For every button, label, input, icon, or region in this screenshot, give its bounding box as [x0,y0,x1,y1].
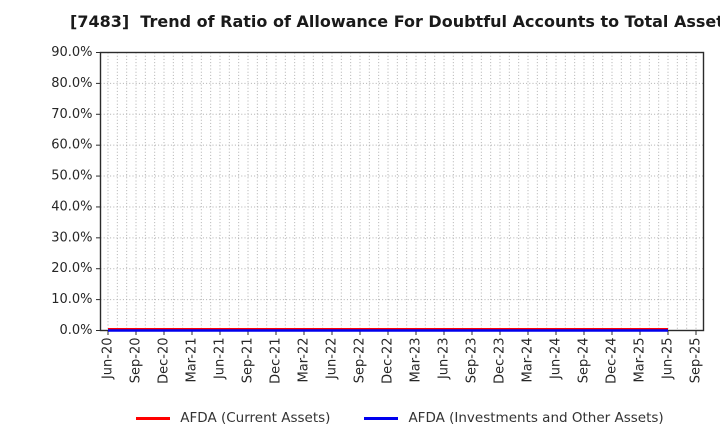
y-tick-label: 0.0% [59,323,92,338]
chart-title: [7483] Trend of Ratio of Allowance For D… [70,12,720,31]
legend-line-blue [364,416,399,420]
x-tick-label: Jun-21 [213,338,228,381]
x-tick-label: Dec-23 [493,338,508,384]
legend-item-afda-current: AFDA (Current Assets) [136,410,330,426]
x-tick-label: Sep-21 [241,338,256,384]
y-tick-label: 60.0% [51,138,92,153]
x-tick-label: Dec-21 [269,338,284,384]
x-tick-label: Sep-25 [689,338,704,384]
x-tick-label: Sep-22 [353,338,368,384]
x-tick-label: Jun-25 [661,338,676,381]
x-tick-label: Jun-24 [549,338,564,381]
y-tick-label: 50.0% [51,169,92,184]
x-tick-label: Jun-22 [325,338,340,381]
x-tick-label: Dec-20 [157,338,172,384]
y-tick-label: 40.0% [51,199,92,214]
x-tick-label: Sep-23 [465,338,480,384]
x-tick-label: Mar-24 [521,338,536,383]
x-tick-label: Mar-25 [633,338,648,383]
x-tick-label: Jun-20 [101,338,116,381]
y-tick-label: 10.0% [51,292,92,307]
plot-border [99,51,705,332]
y-tick-label: 90.0% [51,45,92,60]
y-tick-label: 20.0% [51,261,92,276]
x-tick-label: Jun-23 [437,338,452,381]
x-tick-label: Mar-22 [297,338,312,383]
x-tick-label: Sep-20 [129,338,144,384]
legend-label-afda-investments: AFDA (Investments and Other Assets) [408,410,664,426]
x-tick-label: Mar-21 [185,338,200,383]
legend: AFDA (Current Assets) AFDA (Investments … [80,405,720,431]
y-tick-label: 80.0% [51,76,92,91]
legend-label-afda-current: AFDA (Current Assets) [180,410,331,426]
legend-item-afda-investments: AFDA (Investments and Other Assets) [364,410,664,426]
y-tick-label: 70.0% [51,107,92,122]
legend-line-red [136,416,171,420]
x-tick-label: Sep-24 [577,338,592,384]
x-tick-label: Dec-22 [381,338,396,384]
y-tick-label: 30.0% [51,230,92,245]
x-tick-label: Mar-23 [409,338,424,383]
x-tick-label: Dec-24 [605,338,620,384]
